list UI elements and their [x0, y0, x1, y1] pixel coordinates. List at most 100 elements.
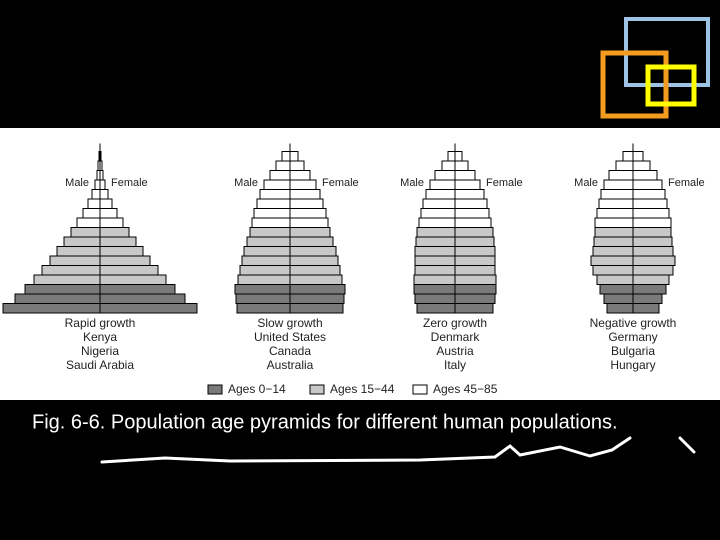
pyramid-caption: Slow growth [257, 316, 322, 330]
male-bar [441, 160, 456, 171]
male-bar [416, 227, 456, 238]
pyramid-caption: Germany [608, 330, 657, 344]
female-bar [454, 255, 496, 266]
female-bar [632, 217, 672, 228]
male-bar [253, 208, 291, 219]
female-bar [632, 179, 663, 190]
male-bar [249, 227, 291, 238]
pyramid-caption: Kenya [83, 330, 117, 344]
female-bar [99, 227, 130, 238]
legend-swatch [309, 384, 325, 395]
female-bar [99, 274, 167, 285]
male-bar [592, 265, 634, 276]
female-bar [632, 265, 674, 276]
male-bar [606, 303, 634, 314]
pyramid-caption: Canada [269, 344, 311, 358]
male-bar [239, 265, 291, 276]
male-bar [413, 284, 456, 295]
male-bar [415, 236, 456, 247]
male-bar [416, 303, 456, 314]
male-bar [246, 236, 291, 247]
female-bar [454, 274, 497, 285]
male-bar [2, 303, 101, 314]
male-bar [263, 179, 291, 190]
female-bar [632, 255, 676, 266]
male-bar [241, 255, 291, 266]
decor-square [600, 50, 669, 119]
female-bar [289, 208, 327, 219]
male-bar [593, 236, 634, 247]
female-bar [454, 179, 481, 190]
female-bar [99, 217, 124, 228]
male-bar [243, 246, 291, 257]
female-bar [632, 293, 663, 304]
female-bar [289, 227, 331, 238]
female-bar [99, 293, 186, 304]
female-bar [632, 198, 668, 209]
male-bar [281, 151, 291, 162]
male-bar [600, 189, 634, 200]
legend-label: Ages 0−14 [228, 382, 286, 396]
male-bar [590, 255, 634, 266]
male-bar [14, 293, 101, 304]
male-label: Male [65, 177, 89, 189]
female-bar [289, 255, 339, 266]
female-bar [289, 293, 345, 304]
female-bar [454, 303, 494, 314]
female-bar [99, 265, 159, 276]
male-bar [413, 274, 456, 285]
male-bar [608, 170, 634, 181]
female-bar [454, 236, 495, 247]
female-bar [99, 189, 109, 200]
legend-label: Ages 45−85 [433, 382, 498, 396]
male-label: Male [400, 177, 424, 189]
female-bar [289, 274, 343, 285]
male-bar [418, 217, 456, 228]
female-bar [632, 189, 666, 200]
female-bar [632, 170, 658, 181]
male-bar [603, 179, 634, 190]
female-bar [632, 208, 670, 219]
male-bar [87, 198, 101, 209]
female-bar [99, 284, 176, 295]
male-bar [447, 151, 456, 162]
male-bar [251, 217, 291, 228]
female-bar [632, 303, 660, 314]
pyramid-caption: Australia [267, 358, 314, 372]
female-bar [454, 246, 496, 257]
female-bar [454, 170, 476, 181]
male-bar [76, 217, 101, 228]
male-bar [414, 255, 456, 266]
female-bar [289, 198, 324, 209]
female-bar [454, 160, 469, 171]
male-bar [592, 246, 634, 257]
male-bar [594, 227, 634, 238]
male-bar [49, 255, 101, 266]
female-bar [632, 284, 667, 295]
female-bar [632, 227, 672, 238]
male-bar [414, 293, 456, 304]
pyramid-caption: Rapid growth [65, 316, 136, 330]
scribble [100, 436, 696, 464]
female-bar [632, 160, 651, 171]
male-bar [420, 208, 456, 219]
male-bar [63, 236, 101, 247]
male-label: Male [574, 177, 598, 189]
male-bar [425, 189, 456, 200]
legend-label: Ages 15−44 [330, 382, 395, 396]
female-bar [289, 151, 299, 162]
female-bar [454, 293, 496, 304]
male-bar [422, 198, 456, 209]
male-bar [70, 227, 101, 238]
male-bar [259, 189, 291, 200]
male-bar [622, 151, 634, 162]
pyramid-caption: United States [254, 330, 326, 344]
male-bar [235, 293, 291, 304]
male-bar [82, 208, 101, 219]
female-bar [632, 246, 674, 257]
female-bar [454, 151, 463, 162]
pyramid-caption: Saudi Arabia [66, 358, 134, 372]
male-bar [596, 208, 634, 219]
